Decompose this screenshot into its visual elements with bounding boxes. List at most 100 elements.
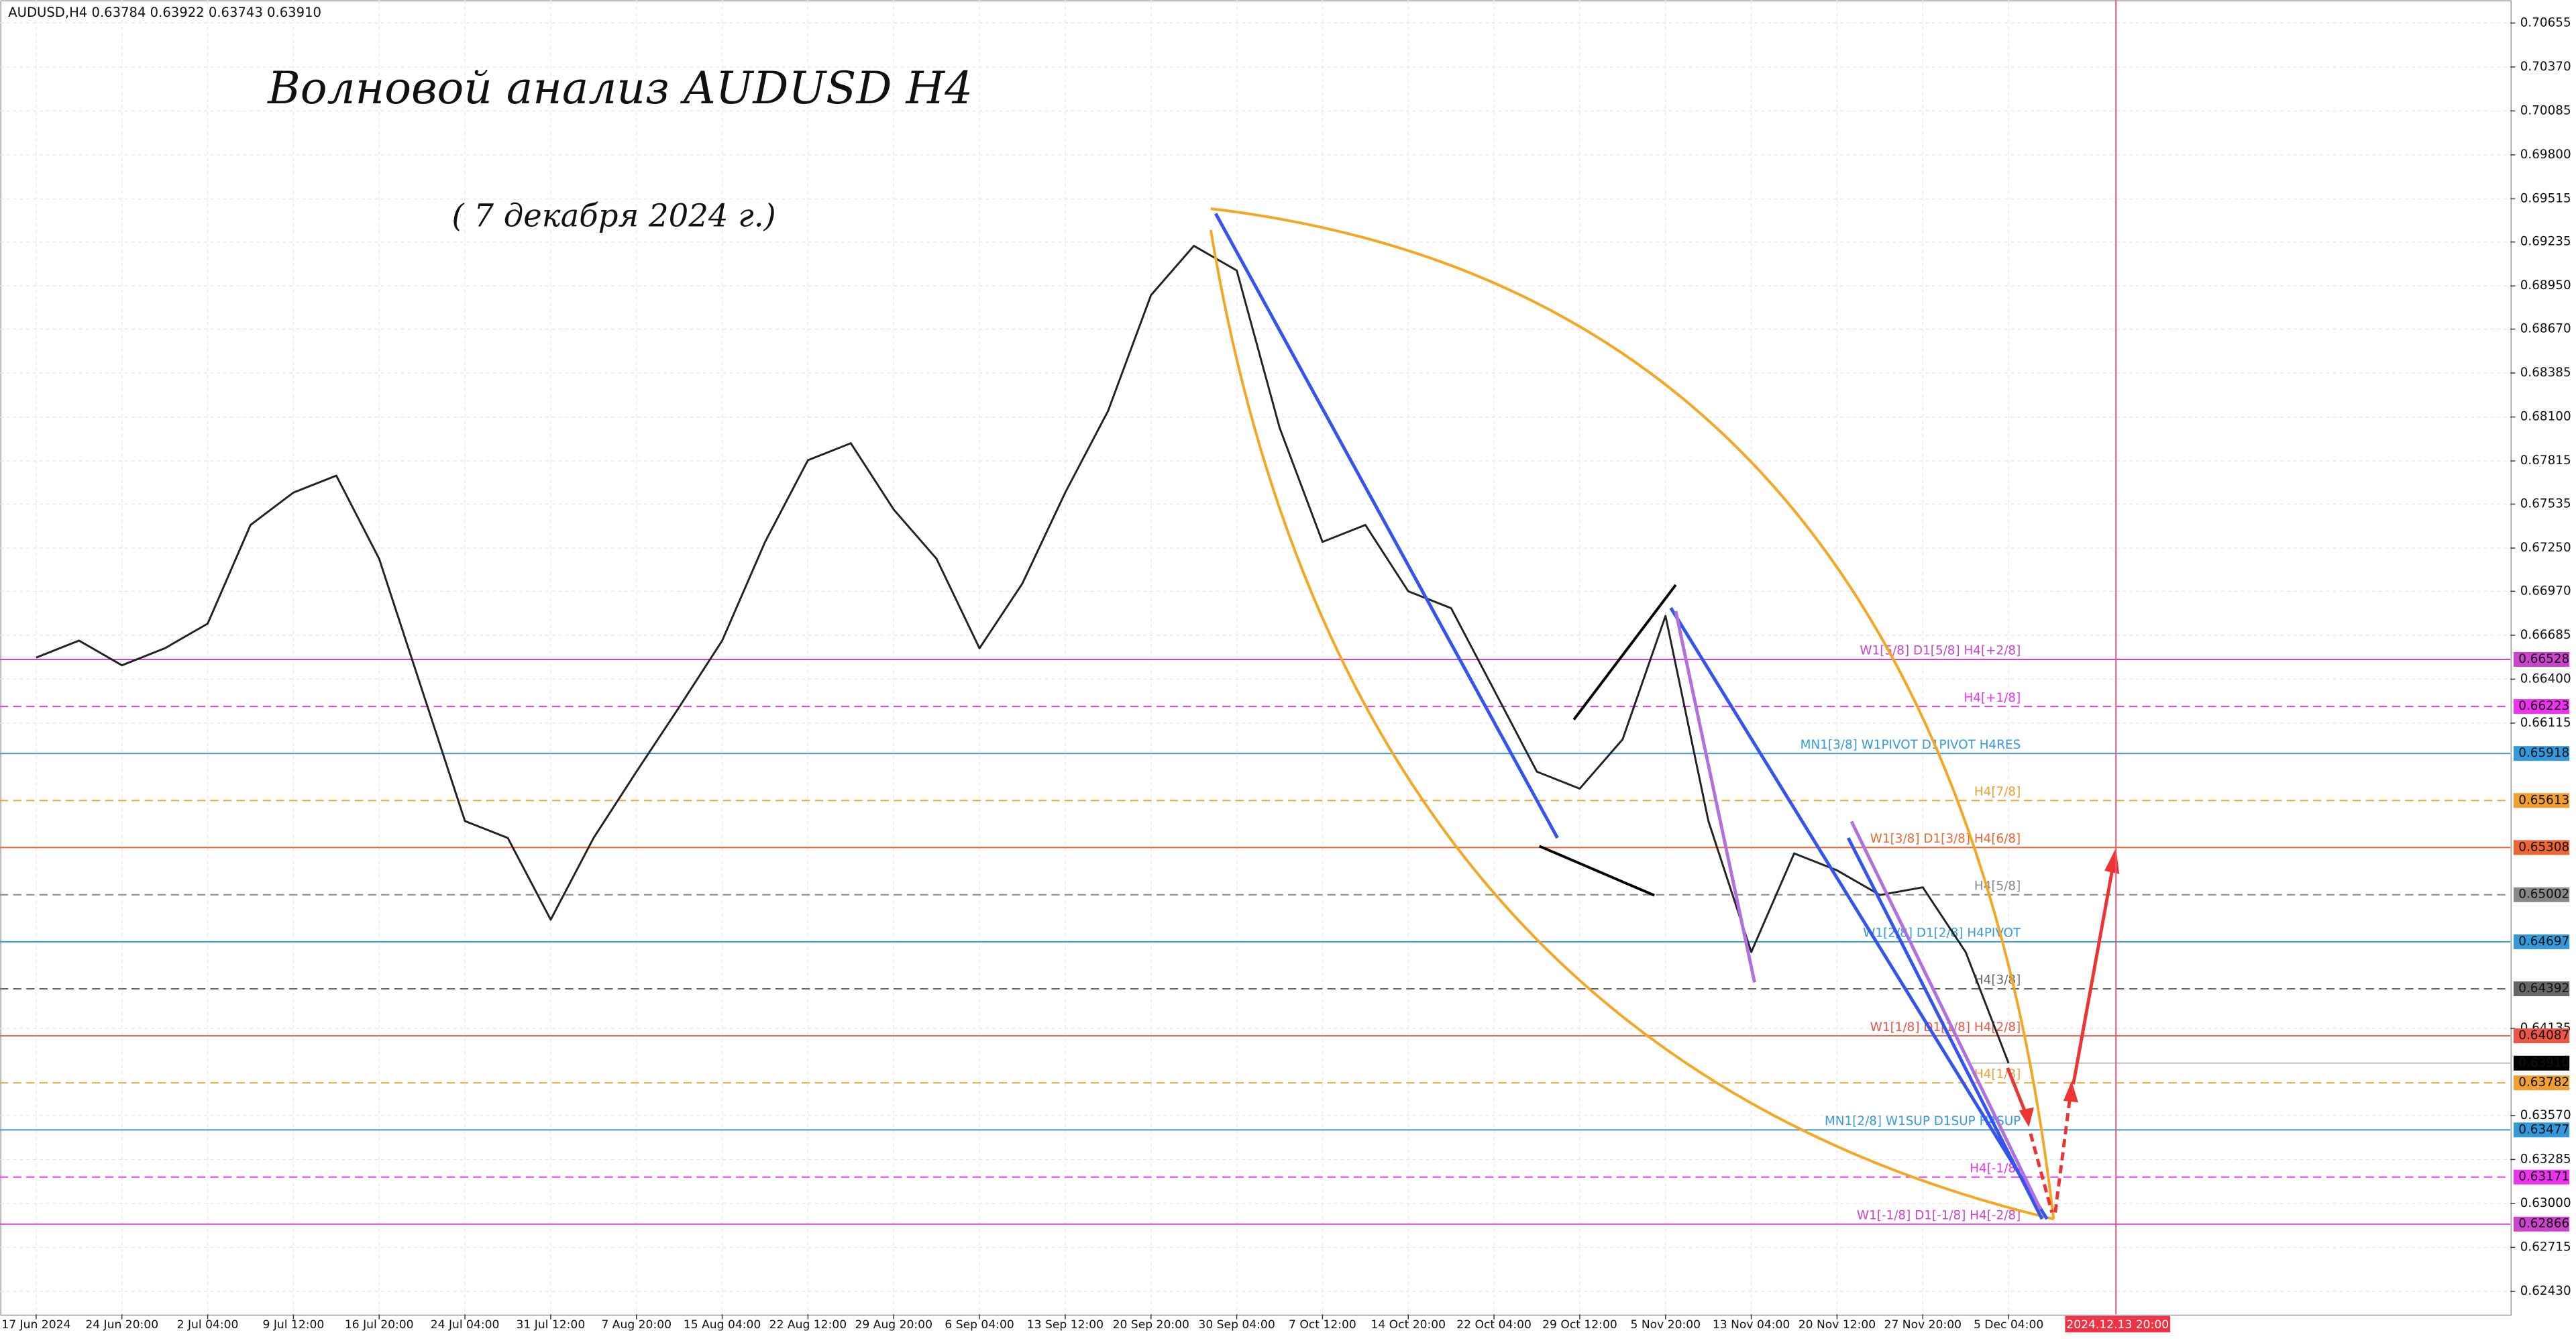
level-price-label: 0.66223 <box>2518 699 2569 713</box>
level-price-box <box>2513 1075 2570 1091</box>
level-price-box <box>2513 934 2570 949</box>
chart-subtitle: ( 7 декабря 2024 г.) <box>451 198 775 234</box>
y-tick-label: 0.67535 <box>2520 496 2571 511</box>
y-tick-label: 0.68670 <box>2520 322 2571 336</box>
level-price-label: 0.62866 <box>2518 1217 2569 1231</box>
arc-lower <box>1209 229 2054 1221</box>
x-tick-label: 27 Nov 20:00 <box>1884 1318 1962 1332</box>
x-tick-label: 15 Aug 04:00 <box>684 1318 761 1332</box>
wave-line <box>1849 820 2042 1210</box>
wave-line <box>1846 837 2044 1220</box>
wave-line <box>1214 213 1559 839</box>
x-tick-label: 13 Sep 12:00 <box>1027 1318 1104 1332</box>
level-price-label: 0.64392 <box>2518 981 2569 996</box>
x-tick-label: 16 Jul 20:00 <box>345 1318 414 1332</box>
x-tick-label: 5 Dec 04:00 <box>1974 1318 2043 1332</box>
arrow-head <box>2019 1107 2034 1128</box>
y-tick-label: 0.62715 <box>2520 1240 2571 1254</box>
y-tick-label: 0.66970 <box>2520 584 2571 598</box>
forecast-arrow <box>2053 1097 2072 1213</box>
plot-frame <box>0 0 2512 1316</box>
y-tick-label: 0.63285 <box>2520 1152 2571 1166</box>
level-price-label: 0.66528 <box>2518 652 2569 666</box>
level-name: H4[5/8] <box>1974 879 2021 894</box>
y-tick-label: 0.63570 <box>2520 1108 2571 1122</box>
level-name: MN1[2/8] W1SUP D1SUP H4SUP <box>1825 1114 2021 1128</box>
level-name: W1[-1/8] D1[-1/8] H4[-2/8] <box>1857 1209 2021 1223</box>
level-price-box <box>2513 1169 2570 1185</box>
level-name: H4[-1/8] <box>1970 1161 2021 1175</box>
current-price-box <box>2513 1055 2570 1071</box>
level-name: H4[7/8] <box>1974 785 2021 799</box>
y-tick-label: 0.69515 <box>2520 191 2571 205</box>
level-price-label: 0.65308 <box>2518 840 2569 854</box>
chart-title: Волновой анализ AUDUSD H4 <box>267 62 973 114</box>
x-tick-label: 24 Jun 20:00 <box>85 1318 158 1332</box>
channel-line <box>1572 584 1677 720</box>
level-price-box <box>2513 887 2570 902</box>
arrow-head <box>2063 1081 2078 1103</box>
forecast-arrow <box>2072 867 2114 1085</box>
time-marker-box <box>2065 1316 2171 1333</box>
y-tick-label: 0.70655 <box>2520 15 2571 30</box>
level-name: W1[3/8] D1[3/8] H4[6/8] <box>1870 832 2021 846</box>
level-price-box <box>2513 1122 2570 1138</box>
level-price-label: 0.65002 <box>2518 888 2569 902</box>
level-name: H4[+1/8] <box>1964 691 2021 705</box>
price <box>36 244 2010 1064</box>
level-price-label: 0.65918 <box>2518 746 2569 760</box>
x-tick-label: 30 Sep 04:00 <box>1198 1318 1275 1332</box>
x-tick-label: 13 Nov 04:00 <box>1713 1318 1790 1332</box>
level-price-label: 0.63171 <box>2518 1170 2569 1184</box>
y-tick-label: 0.66685 <box>2520 628 2571 642</box>
y-tick-label: 0.67250 <box>2520 541 2571 555</box>
y-tick-label: 0.67815 <box>2520 453 2571 468</box>
level-price-label: 0.64697 <box>2518 934 2569 949</box>
forecast-arrow <box>2029 1133 2054 1214</box>
x-tick-label: 22 Aug 12:00 <box>769 1318 847 1332</box>
y-tick-label: 0.68385 <box>2520 366 2571 380</box>
level-price-box <box>2513 1028 2570 1044</box>
x-tick-label: 29 Aug 20:00 <box>855 1318 932 1332</box>
level-price-box <box>2513 699 2570 714</box>
wave-line <box>1674 610 1756 983</box>
x-tick-label: 9 Jul 12:00 <box>262 1318 324 1332</box>
y-tick-label: 0.66115 <box>2520 716 2571 730</box>
y-tick-label: 0.68950 <box>2520 278 2571 292</box>
channel-line <box>1538 845 1655 897</box>
symbol-header: AUDUSD,H4 0.63784 0.63922 0.63743 0.6391… <box>8 5 321 20</box>
y-tick-label: 0.70085 <box>2520 103 2571 117</box>
annotations <box>1209 0 2120 1315</box>
current-price-label: 0.63910 <box>2518 1056 2569 1070</box>
x-tick-label: 20 Sep 20:00 <box>1113 1318 1189 1332</box>
x-tick-label: 20 Nov 12:00 <box>1799 1318 1876 1332</box>
y-tick-label: 0.70370 <box>2520 60 2571 74</box>
y-tick-label: 0.62430 <box>2520 1284 2571 1298</box>
level-price-label: 0.64087 <box>2518 1028 2569 1042</box>
level-price-label: 0.65613 <box>2518 793 2569 807</box>
x-tick-label: 24 Jul 04:00 <box>431 1318 500 1332</box>
wave-line <box>1669 606 2049 1220</box>
y-tick-label: 0.66400 <box>2520 672 2571 686</box>
level-price-box <box>2513 746 2570 761</box>
y-tick-label: 0.69800 <box>2520 148 2571 162</box>
price-line <box>36 244 2010 1064</box>
y-tick-label: 0.63000 <box>2520 1196 2571 1210</box>
time-marker-label: 2024.12.13 20:00 <box>2066 1318 2169 1332</box>
x-tick-label: 14 Oct 20:00 <box>1371 1318 1446 1332</box>
level-name: W1[5/8] D1[5/8] H4[+2/8] <box>1860 644 2021 658</box>
arc-upper <box>1210 207 2055 1220</box>
level-price-box <box>2513 651 2570 667</box>
levels: W1[5/8] D1[5/8] H4[+2/8] 0.66528 H4[+1/8] 0… <box>0 644 2569 1232</box>
x-tick-label: 31 Jul 12:00 <box>517 1318 586 1332</box>
x-tick-label: 22 Oct 04:00 <box>1456 1318 1532 1332</box>
forecast-arrow <box>2006 1067 2029 1118</box>
level-price-box <box>2513 1216 2570 1232</box>
x-tick-label: 5 Nov 20:00 <box>1630 1318 1701 1332</box>
x-tick-label: 17 Jun 2024 <box>1 1318 70 1332</box>
level-name: MN1[3/8] W1PIVOT D1PIVOT H4RES <box>1801 738 2021 752</box>
level-price-label: 0.63477 <box>2518 1122 2569 1136</box>
